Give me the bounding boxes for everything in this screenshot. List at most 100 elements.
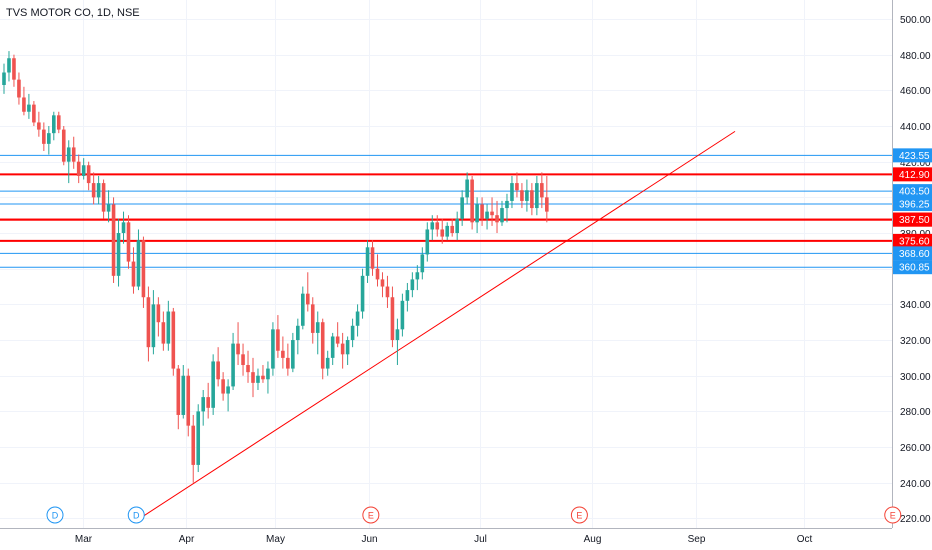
candle-body <box>61 129 66 162</box>
candle-body <box>151 304 156 348</box>
candle-body <box>171 311 176 369</box>
price-tag-label: 396.25 <box>899 200 930 211</box>
horizontal-levels[interactable] <box>0 154 892 268</box>
y-tick-label: 500.00 <box>900 15 931 26</box>
candle-body <box>236 343 240 355</box>
y-tick-label: 320.00 <box>900 336 931 347</box>
candle-body <box>485 211 489 219</box>
candle-body <box>17 79 21 98</box>
candle-body <box>37 122 41 130</box>
candle-body <box>440 229 445 237</box>
candle-body <box>375 268 380 280</box>
price-tag-bg <box>893 184 932 199</box>
price-tag-label: 423.55 <box>899 151 930 162</box>
candle-body <box>340 343 345 355</box>
candle-body <box>360 275 365 312</box>
candle-body <box>400 300 405 330</box>
candle-body <box>310 304 315 333</box>
candle-body <box>42 129 46 144</box>
trendline[interactable] <box>139 130 736 519</box>
time-axis[interactable]: Mar Apr May Jun Jul Aug Sep Oct <box>75 534 813 545</box>
candle-body <box>206 397 210 408</box>
candle-body <box>330 336 335 358</box>
y-tick-label: 340.00 <box>900 300 931 311</box>
candle-body <box>365 247 370 276</box>
candle-body <box>305 293 310 305</box>
event-marker[interactable] <box>127 506 145 524</box>
candle-body <box>131 261 136 287</box>
price-tag-label: 403.50 <box>899 187 930 198</box>
event-marker-label: D <box>133 511 140 521</box>
price-tag-label: 360.85 <box>899 263 930 274</box>
price-tag-label: 412.90 <box>899 170 930 181</box>
candle-body <box>405 290 410 301</box>
y-tick-label: 300.00 <box>900 372 931 383</box>
candle-body <box>435 222 440 230</box>
candle-body <box>495 215 499 223</box>
y-tick-label: 260.00 <box>900 443 931 454</box>
candle-body <box>535 183 539 209</box>
candle-body <box>286 357 290 369</box>
candle-body <box>281 350 285 358</box>
y-tick-label: 280.00 <box>900 407 931 418</box>
x-tick-label: Jul <box>474 534 487 545</box>
candle-body <box>96 183 101 198</box>
x-tick-label: Aug <box>584 534 602 545</box>
candle-body <box>480 204 484 219</box>
candle-body <box>231 343 235 387</box>
candle-body <box>181 375 186 415</box>
candle-body <box>266 368 270 380</box>
candle-body <box>81 165 86 176</box>
x-tick-label: Sep <box>688 534 706 545</box>
candle-body <box>191 425 196 465</box>
candle-body <box>345 340 350 355</box>
candle-body <box>500 208 504 223</box>
price-tag-bg <box>893 212 932 227</box>
candle-body <box>390 297 395 341</box>
x-tick-label: May <box>266 534 285 545</box>
price-tag-bg <box>893 167 932 182</box>
price-tag-label: 375.60 <box>899 236 930 247</box>
candle-body <box>530 190 534 209</box>
candle-body <box>86 165 91 184</box>
candle-body <box>161 322 166 344</box>
candle-body <box>246 365 250 373</box>
candle-body <box>211 361 215 408</box>
candle-body <box>410 279 415 291</box>
candle-body <box>520 190 524 201</box>
candle-body <box>335 336 340 344</box>
event-marker[interactable] <box>362 506 380 524</box>
event-marker[interactable] <box>570 506 588 524</box>
candle-body <box>71 147 76 162</box>
candle-body <box>395 329 400 341</box>
candle-body <box>251 372 255 383</box>
y-tick-label: 240.00 <box>900 479 931 490</box>
x-tick-label: Jun <box>361 534 377 545</box>
candle-body <box>27 104 31 112</box>
price-tag-label: 387.50 <box>899 215 930 226</box>
candle-body <box>2 72 6 85</box>
candle-body <box>7 58 11 73</box>
event-marker[interactable] <box>46 506 64 524</box>
candle-body <box>126 222 131 262</box>
event-marker[interactable] <box>884 506 902 524</box>
candle-body <box>445 225 450 237</box>
candle-body <box>490 211 494 216</box>
price-tags: 423.55412.90403.50396.25387.55387.50375.… <box>893 148 932 275</box>
candle-body <box>226 386 230 394</box>
event-marker-label: E <box>890 511 896 521</box>
candle-body <box>12 58 16 80</box>
candle-body <box>156 304 161 323</box>
candle-body <box>141 240 146 298</box>
candle-body <box>66 147 71 162</box>
y-tick-label: 220.00 <box>900 514 931 525</box>
candle-body <box>22 97 26 112</box>
price-tag-bg <box>893 233 932 248</box>
price-tag-bg <box>893 197 932 212</box>
candle-body <box>186 375 191 426</box>
candle-body <box>32 104 36 123</box>
y-tick-label: 440.00 <box>900 122 931 133</box>
event-marker-label: E <box>368 511 374 521</box>
